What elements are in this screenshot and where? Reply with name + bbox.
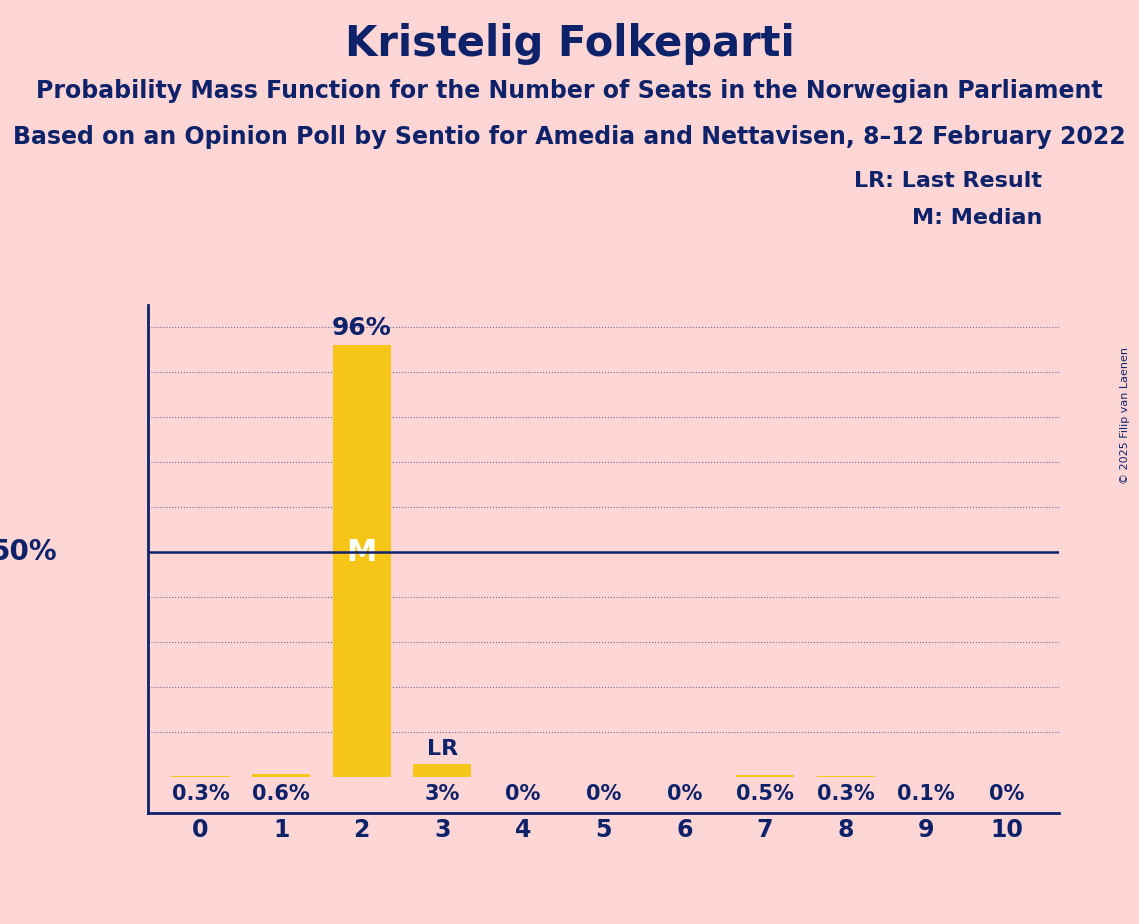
Bar xyxy=(736,775,794,777)
Bar xyxy=(172,776,230,777)
Text: LR: Last Result: LR: Last Result xyxy=(854,171,1042,191)
Bar xyxy=(252,774,310,777)
Text: 0%: 0% xyxy=(506,784,541,804)
Text: LR: LR xyxy=(427,739,458,760)
Text: 0%: 0% xyxy=(585,784,622,804)
Text: © 2025 Filip van Laenen: © 2025 Filip van Laenen xyxy=(1121,347,1130,484)
Text: 0%: 0% xyxy=(666,784,702,804)
Text: 0%: 0% xyxy=(989,784,1025,804)
Text: 50%: 50% xyxy=(0,539,57,566)
Bar xyxy=(333,346,391,777)
Text: Kristelig Folkeparti: Kristelig Folkeparti xyxy=(345,23,794,65)
Text: M: M xyxy=(346,538,377,566)
Text: Based on an Opinion Poll by Sentio for Amedia and Nettavisen, 8–12 February 2022: Based on an Opinion Poll by Sentio for A… xyxy=(14,125,1125,149)
Bar xyxy=(413,763,472,777)
Text: 96%: 96% xyxy=(331,316,392,340)
Text: 0.5%: 0.5% xyxy=(736,784,794,804)
Text: 0.3%: 0.3% xyxy=(817,784,875,804)
Bar xyxy=(817,776,875,777)
Text: Probability Mass Function for the Number of Seats in the Norwegian Parliament: Probability Mass Function for the Number… xyxy=(36,79,1103,103)
Text: 3%: 3% xyxy=(425,784,460,804)
Text: 0.3%: 0.3% xyxy=(172,784,229,804)
Text: M: Median: M: Median xyxy=(912,208,1042,228)
Text: 0.1%: 0.1% xyxy=(898,784,956,804)
Text: 0.6%: 0.6% xyxy=(252,784,310,804)
